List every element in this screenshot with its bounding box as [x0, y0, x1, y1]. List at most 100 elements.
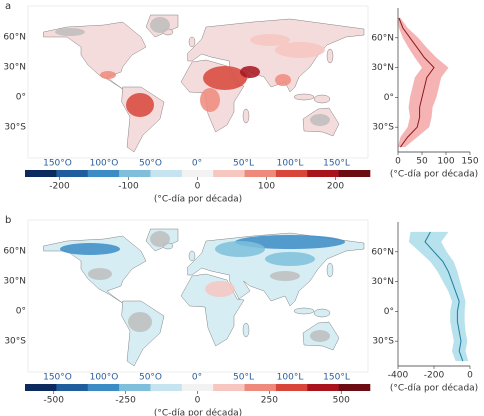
shading: [250, 34, 290, 46]
lat-label: 60°N: [3, 33, 26, 43]
colorbar-segment: [307, 170, 339, 177]
colorbar-segment: [25, 170, 57, 177]
panel: b 60°N 30°N 0° 30°S 150°O 100°O 50°O 0° 50°L 100°L…: [3, 215, 478, 416]
lat-label: 0°: [16, 93, 26, 103]
lon-label: 150°L: [323, 159, 350, 169]
lon-label: 50°O: [139, 159, 162, 169]
lon-label: 0°: [192, 159, 202, 169]
y-tick-label: 60°N: [371, 33, 394, 43]
colorbar-segment: [213, 384, 245, 391]
colorbar-segment: [244, 170, 277, 177]
profile-band: [408, 231, 469, 362]
colorbar-tick-label: 250: [261, 396, 278, 406]
colorbar-tick-label: -100: [118, 182, 139, 192]
colorbar-tick-label: 0: [195, 396, 201, 406]
lon-label: 50°L: [233, 159, 254, 169]
lat-label: 30°N: [3, 277, 26, 287]
lon-label: 100°O: [90, 159, 119, 169]
shading: [150, 17, 170, 33]
x-tick-label: 0: [467, 371, 473, 381]
y-tick-label: 60°N: [371, 247, 394, 257]
colorbar-segment: [181, 170, 214, 177]
y-tick-label: 0°: [384, 307, 394, 317]
y-tick-label: 30°N: [371, 277, 394, 287]
colorbar-label: (°C-día por década): [154, 408, 242, 416]
panel: a 60°N 30°N 0° 30°S 150°O 100°O 50°O 0° 50°L 100°L…: [3, 1, 479, 205]
colorbar-segment: [56, 170, 89, 177]
shading: [275, 42, 325, 58]
colorbar-tick-label: -200: [49, 182, 70, 192]
profile-line: [424, 231, 464, 362]
shading: [126, 93, 154, 117]
shading: [275, 74, 291, 86]
shading: [150, 231, 170, 247]
y-tick-label: 30°S: [372, 337, 394, 347]
shading: [55, 28, 85, 36]
colorbar-segment: [87, 384, 120, 391]
lon-label: 150°L: [323, 373, 350, 383]
colorbar-tick-label: 0: [195, 182, 201, 192]
colorbar-segment: [150, 170, 183, 177]
colorbar-segment: [87, 170, 120, 177]
shading: [265, 252, 315, 266]
colorbar-segment: [307, 384, 339, 391]
lat-label: 60°N: [3, 247, 26, 257]
colorbar-tick-label: 500: [333, 396, 350, 406]
colorbar-segment: [119, 170, 151, 177]
shading: [88, 268, 112, 280]
x-tick-label: 150: [461, 157, 478, 167]
colorbar-segment: [338, 384, 371, 391]
colorbar-tick-label: -250: [115, 396, 136, 406]
colorbar-segment: [150, 384, 183, 391]
colorbar-segment: [119, 384, 151, 391]
shading: [310, 114, 330, 126]
shading: [205, 281, 235, 297]
y-tick-label: 0°: [384, 93, 394, 103]
x-axis-label: (°C-día por década): [390, 169, 478, 180]
colorbar-segment: [244, 384, 277, 391]
lon-label: 50°O: [139, 373, 162, 383]
colorbar-label: (°C-día por década): [154, 194, 242, 205]
panel-label: a: [5, 1, 11, 12]
y-tick-label: 30°N: [371, 63, 394, 73]
lat-label: 30°N: [3, 63, 26, 73]
lon-label: 150°O: [43, 159, 72, 169]
shading: [310, 330, 330, 342]
lon-label: 100°L: [277, 373, 304, 383]
shading: [200, 88, 220, 112]
lon-label: 0°: [192, 373, 202, 383]
panel-label: b: [5, 215, 11, 226]
lon-label: 100°O: [90, 373, 119, 383]
x-tick-label: -400: [388, 371, 409, 381]
shading: [215, 241, 265, 257]
colorbar-tick-label: 200: [327, 182, 344, 192]
colorbar-segment: [25, 384, 57, 391]
x-tick-label: 0: [395, 157, 401, 167]
shading: [203, 66, 247, 90]
lon-label: 50°L: [233, 373, 254, 383]
shading: [100, 71, 116, 79]
profile-line: [398, 17, 435, 148]
colorbar-segment: [338, 170, 371, 177]
lat-label: 0°: [16, 307, 26, 317]
colorbar-segment: [275, 384, 308, 391]
shading: [270, 271, 300, 281]
colorbar-segment: [275, 170, 308, 177]
colorbar-tick-label: -500: [44, 396, 65, 406]
shading: [60, 243, 120, 255]
x-tick-label: 100: [437, 157, 454, 167]
profile-band: [398, 17, 449, 148]
colorbar-segment: [181, 384, 214, 391]
colorbar-segment: [56, 384, 89, 391]
lon-label: 100°L: [277, 159, 304, 169]
colorbar-tick-label: 100: [258, 182, 275, 192]
x-axis-label: (°C-día por década): [390, 383, 478, 394]
lon-label: 150°O: [43, 373, 72, 383]
lat-label: 30°S: [4, 123, 26, 133]
panels: a 60°N 30°N 0° 30°S 150°O 100°O 50°O 0° 50°L 100°L…: [3, 1, 479, 416]
x-tick-label: 50: [416, 157, 428, 167]
shading: [240, 66, 260, 78]
shading: [128, 312, 152, 332]
y-tick-label: 30°S: [372, 123, 394, 133]
